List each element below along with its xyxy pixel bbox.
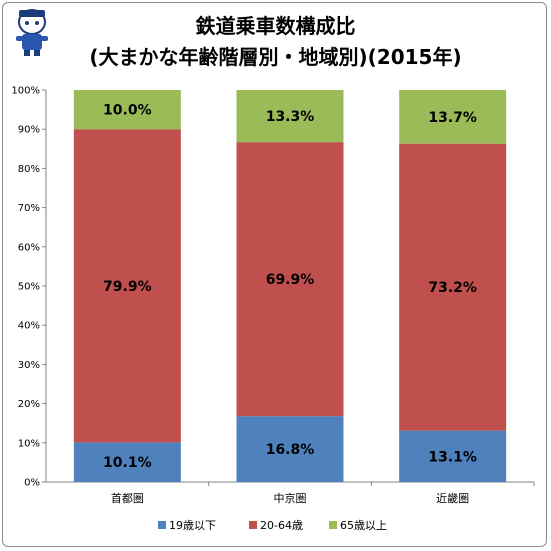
data-label: 13.1% — [428, 449, 477, 465]
y-tick-label: 100% — [11, 86, 40, 97]
data-label: 13.3% — [266, 109, 315, 125]
data-label: 13.7% — [428, 110, 477, 126]
legend-swatch — [329, 521, 337, 529]
mascot-icon — [16, 9, 48, 56]
bar-segment — [73, 90, 181, 130]
y-tick-label: 20% — [18, 399, 40, 410]
axes: 0% 10% 20% 30% 40% 50% 60% 70% 80% 90% 100% 首都圏 中京圏 近… — [11, 86, 535, 505]
bar-segment — [399, 430, 507, 482]
data-label: 69.9% — [266, 272, 315, 288]
bar-segment — [236, 90, 344, 143]
data-label: 10.0% — [103, 103, 152, 119]
y-tick-label: 70% — [18, 203, 40, 214]
data-label: 10.1% — [103, 455, 152, 471]
chart-subtitle: (大まかな年齢階層別・地域別)(2015年) — [89, 45, 462, 69]
bar-segment — [73, 129, 181, 443]
y-tick-label: 0% — [24, 478, 40, 489]
y-tick-label: 10% — [18, 438, 40, 449]
bar-segment — [399, 90, 507, 144]
legend-swatch — [158, 521, 166, 529]
y-tick-label: 80% — [18, 164, 40, 175]
x-tick-label: 首都圏 — [111, 491, 144, 505]
y-tick-label: 90% — [18, 125, 40, 136]
y-tick-label: 40% — [18, 321, 40, 332]
bar-segment — [73, 442, 181, 482]
legend-label: 19歳以下 — [169, 519, 216, 532]
bars: 10.1% 79.9% 10.0% 16.8% 69.9% 13.3% 13.1% 73.2%… — [73, 90, 507, 482]
data-label: 79.9% — [103, 279, 152, 295]
bar-segment — [399, 143, 507, 431]
y-tick-label: 30% — [18, 360, 40, 371]
legend-swatch — [249, 521, 257, 529]
x-tick-label: 近畿圏 — [436, 491, 469, 505]
chart-title: 鉄道乗車数構成比 — [195, 14, 356, 38]
x-tick-label: 中京圏 — [274, 491, 307, 505]
data-label: 16.8% — [266, 442, 315, 458]
y-tick-label: 50% — [18, 282, 40, 293]
legend-label: 20-64歳 — [260, 519, 303, 532]
legend: 19歳以下 20-64歳 65歳以上 — [158, 519, 387, 532]
data-label: 73.2% — [428, 280, 477, 296]
legend-label: 65歳以上 — [340, 519, 387, 532]
bar-segment — [236, 416, 344, 482]
y-tick-label: 60% — [18, 242, 40, 253]
bar-segment — [236, 142, 344, 417]
